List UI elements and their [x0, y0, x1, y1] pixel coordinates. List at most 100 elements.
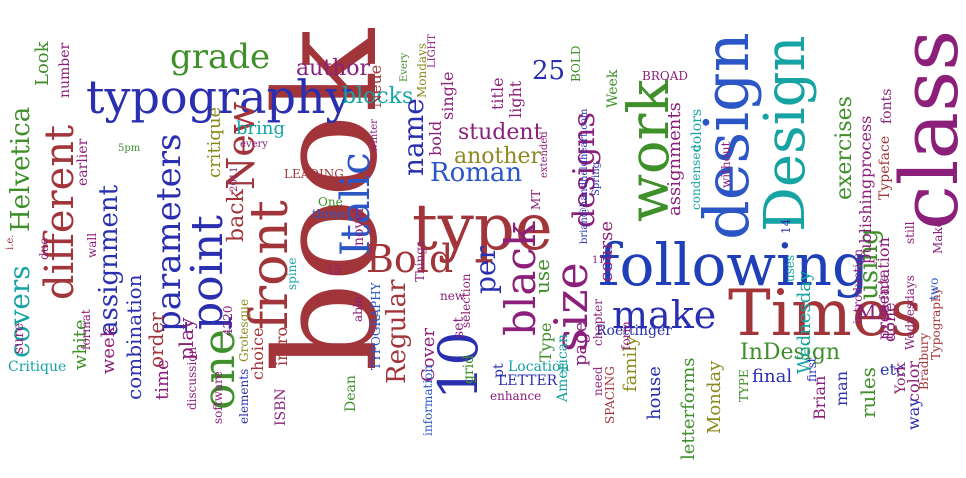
- cloud-word: three: [312, 207, 345, 221]
- cloud-word: single: [438, 71, 457, 120]
- cloud-word: Type: [536, 322, 555, 362]
- cloud-word: grid: [461, 354, 477, 384]
- cloud-word: uses: [783, 254, 797, 282]
- cloud-word: Regular: [382, 279, 412, 384]
- cloud-word: house: [644, 366, 665, 420]
- cloud-word: rules: [856, 367, 880, 418]
- cloud-word: Roman: [430, 158, 523, 188]
- cloud-word: back: [224, 189, 249, 242]
- cloud-word: Times: [728, 277, 923, 351]
- cloud-word: Helvetica: [6, 106, 36, 232]
- cloud-word: Grotesque: [237, 298, 251, 362]
- cloud-word: etc: [880, 360, 905, 379]
- cloud-word: LETTER: [498, 373, 558, 389]
- cloud-word: Design: [753, 35, 818, 232]
- cloud-word: BROAD: [642, 69, 688, 83]
- cloud-word: critique: [204, 106, 225, 178]
- cloud-word: spine: [285, 257, 299, 290]
- cloud-word: class: [883, 29, 966, 230]
- cloud-word: due: [37, 237, 51, 260]
- cloud-word: software: [211, 371, 225, 424]
- cloud-word: able: [351, 296, 365, 322]
- cloud-word: introduction: [851, 248, 865, 324]
- cloud-word: MT: [529, 189, 543, 210]
- cloud-word: 11: [592, 255, 605, 266]
- cloud-word: SPACING: [603, 366, 617, 424]
- cloud-word: exercises: [832, 96, 857, 200]
- cloud-word: 5pm: [118, 143, 141, 154]
- cloud-word: typography: [86, 70, 352, 124]
- cloud-word: intro: [272, 326, 291, 366]
- cloud-word: Spring: [591, 161, 602, 196]
- cloud-word: discussion: [185, 346, 199, 410]
- cloud-word: following: [598, 231, 870, 299]
- cloud-word: Critique: [8, 359, 67, 375]
- cloud-word: still: [903, 221, 917, 245]
- cloud-word: author: [296, 56, 371, 81]
- cloud-word: grade: [170, 37, 271, 77]
- cloud-word: colors: [689, 108, 705, 152]
- cloud-word: earlier: [75, 138, 91, 186]
- cloud-word: different: [37, 124, 83, 300]
- cloud-word: TYPOGRAPHY: [369, 282, 383, 370]
- cloud-word: fonts: [879, 88, 895, 124]
- cloud-word: York: [893, 362, 909, 394]
- cloud-word: condensed: [689, 144, 703, 210]
- cloud-word: Every: [399, 52, 410, 82]
- cloud-word: form: [619, 321, 633, 350]
- cloud-word: light: [506, 80, 525, 118]
- cloud-word: way: [904, 397, 923, 430]
- cloud-word: LEADING: [284, 167, 344, 181]
- cloud-word: per: [469, 246, 502, 294]
- cloud-word: format: [79, 309, 93, 350]
- cloud-word: name: [397, 98, 430, 176]
- cloud-word: LIGHT: [427, 34, 438, 68]
- cloud-word: make: [612, 293, 717, 337]
- cloud-word: brian@handheldheart.com: [579, 108, 590, 244]
- cloud-word: choice: [248, 327, 267, 380]
- cloud-word: Look: [32, 41, 53, 86]
- cloud-word: number: [57, 42, 73, 98]
- cloud-word: information: [421, 364, 435, 436]
- cloud-word: first: [805, 357, 819, 382]
- cloud-word: page: [570, 321, 591, 366]
- cloud-word: wall: [85, 232, 99, 258]
- cloud-word: design: [690, 32, 763, 240]
- cloud-word: type: [412, 191, 553, 265]
- cloud-word: Brian: [810, 375, 829, 420]
- cloud-word: letterforms: [678, 357, 699, 460]
- cloud-word: TYPE: [737, 369, 751, 402]
- cloud-word: Typeface: [877, 135, 893, 200]
- cloud-word: One: [318, 195, 343, 209]
- cloud-word: parameters: [149, 133, 189, 332]
- cloud-word: another: [454, 144, 542, 169]
- cloud-word: 14: [779, 218, 793, 234]
- cloud-word: 25: [532, 56, 566, 86]
- cloud-word: i.e.: [5, 234, 16, 250]
- cloud-word: face: [877, 274, 891, 300]
- cloud-word: final: [752, 366, 793, 387]
- cloud-word: Roettinger: [596, 323, 672, 339]
- cloud-word: assignment: [94, 184, 124, 336]
- cloud-word: sure: [11, 322, 27, 354]
- cloud-word: enhance: [490, 389, 542, 403]
- cloud-word: student: [458, 120, 543, 145]
- cloud-word: ISBN: [273, 388, 289, 426]
- cloud-word: course: [596, 220, 617, 282]
- cloud-word: elements: [237, 368, 251, 424]
- cloud-word: man: [832, 370, 851, 406]
- cloud-word: BOLD: [569, 45, 583, 82]
- cloud-word: bold: [426, 120, 445, 156]
- cloud-word: blocks: [342, 84, 414, 109]
- cloud-word: every: [240, 139, 268, 150]
- cloud-word: Location: [508, 359, 570, 375]
- cloud-word: without: [719, 141, 733, 188]
- cloud-word: 15: [326, 263, 342, 277]
- cloud-word: process: [856, 115, 875, 178]
- cloud-word: 4220: [221, 305, 235, 336]
- cloud-word: Dean: [343, 375, 359, 412]
- cloud-word: week: [98, 326, 119, 374]
- cloud-word: 10: [427, 331, 490, 400]
- cloud-word: Week: [605, 69, 621, 108]
